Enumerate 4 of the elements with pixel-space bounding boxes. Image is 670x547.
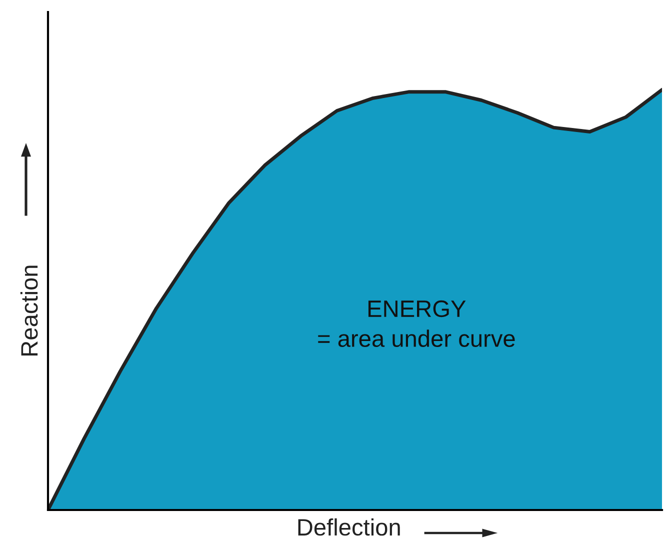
x-axis-title: Deflection: [298, 518, 400, 536]
y-axis-title: Reaction: [20, 266, 38, 356]
annotation: = area under curve: [318, 330, 515, 348]
annotation: ENERGY: [368, 300, 466, 318]
